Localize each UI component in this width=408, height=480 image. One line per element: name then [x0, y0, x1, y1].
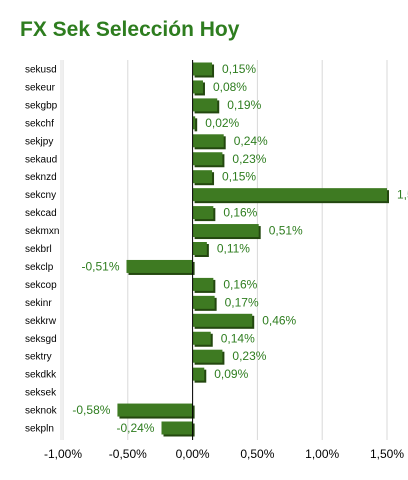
bar [161, 421, 193, 435]
value-label: 0,24% [234, 134, 268, 148]
x-tick-label: 1,00% [305, 447, 339, 461]
bar [192, 152, 223, 166]
bar [192, 98, 218, 112]
bar [192, 206, 214, 220]
category-label: seknok [25, 406, 58, 417]
value-label: 0,51% [269, 224, 303, 238]
category-label: sekpln [25, 424, 54, 435]
category-label: sekusd [25, 65, 57, 76]
category-label: sekaud [25, 154, 57, 165]
category-label: sekjpy [25, 136, 53, 147]
category-label: sekeur [25, 82, 56, 93]
bar [192, 313, 253, 327]
x-tick-label: 0,50% [240, 447, 274, 461]
value-label: -0,51% [81, 259, 119, 273]
bar [192, 277, 214, 291]
bar [192, 331, 211, 345]
bar [126, 259, 193, 273]
value-label: 0,11% [217, 242, 250, 256]
category-label: sektry [25, 352, 52, 363]
bar [192, 80, 203, 94]
category-label: sekbrl [25, 244, 52, 255]
bar [192, 188, 387, 202]
category-label: sekcad [25, 208, 57, 219]
category-label: sekclp [25, 262, 54, 273]
value-label: 0,17% [225, 295, 259, 309]
value-label: 0,09% [214, 367, 248, 381]
bar [192, 349, 223, 363]
value-label: 0,16% [223, 206, 257, 220]
value-label: -0,58% [72, 403, 110, 417]
value-label: -0,24% [116, 421, 154, 435]
value-label: 0,14% [221, 331, 255, 345]
category-label: seksgd [25, 334, 57, 345]
bar [192, 62, 213, 76]
bar [192, 134, 224, 148]
bar [192, 170, 213, 184]
bar [192, 242, 207, 255]
category-label: sekgbp [25, 100, 58, 111]
x-tick-label: 0,00% [176, 447, 210, 461]
value-label: 0,46% [262, 313, 296, 327]
value-label: 0,15% [222, 170, 256, 184]
category-label: sekmxn [25, 226, 59, 237]
chart-title: FX Sek Selección Hoy [20, 18, 240, 41]
value-label: 0,23% [232, 349, 266, 363]
bar [192, 224, 259, 238]
bar [192, 116, 196, 130]
x-tick-label: -0,50% [109, 447, 147, 461]
x-tick-label: -1,00% [44, 447, 82, 461]
value-label: 0,23% [232, 152, 266, 166]
value-label: 0,15% [222, 62, 256, 76]
axis-shade [60, 60, 63, 440]
category-label: sekchf [25, 118, 54, 129]
category-label: sekdkk [25, 370, 57, 381]
category-label: sekcny [25, 190, 56, 201]
category-label: sekkrw [25, 316, 57, 327]
value-label: 0,16% [223, 277, 257, 291]
bar [117, 403, 193, 417]
value-label: 0,19% [227, 98, 261, 112]
category-label: sekinr [25, 298, 52, 309]
bar [192, 295, 215, 309]
category-label: sekcop [25, 280, 57, 291]
value-label: 0,02% [205, 116, 239, 130]
x-tick-label: 1,50% [370, 447, 404, 461]
category-label: seknzd [25, 172, 57, 183]
value-label: 1,5 [397, 188, 408, 202]
bar [192, 367, 205, 381]
value-label: 0,08% [213, 80, 247, 94]
bar-shadow [194, 118, 198, 132]
category-label: seksek [25, 388, 57, 399]
